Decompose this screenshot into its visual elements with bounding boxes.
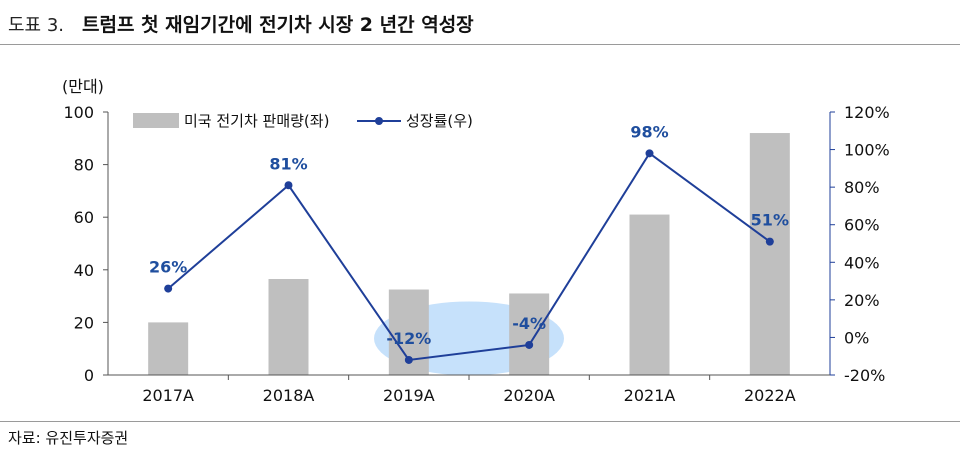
growth-label-2018A: 81% bbox=[269, 154, 307, 173]
growth-point-2017A bbox=[164, 284, 173, 293]
legend-line-label: 성장률(우) bbox=[406, 112, 473, 130]
top-divider bbox=[0, 44, 960, 45]
y-right-tick-label: 20% bbox=[844, 291, 880, 310]
y-left-unit-label: (만대) bbox=[62, 77, 104, 96]
x-tick-label-2019A: 2019A bbox=[383, 386, 435, 405]
growth-label-2021A: 98% bbox=[630, 122, 668, 141]
growth-point-2021A bbox=[645, 149, 654, 158]
bar-2021A bbox=[629, 214, 670, 375]
y-right-tick-label: 120% bbox=[844, 103, 890, 122]
y-left-tick-label: 40 bbox=[74, 261, 94, 280]
y-right-tick-label: 40% bbox=[844, 253, 880, 272]
x-tick-label-2017A: 2017A bbox=[142, 386, 194, 405]
growth-line bbox=[167, 151, 771, 362]
y-right-tick-label: 100% bbox=[844, 141, 890, 160]
y-left-tick-label: 20 bbox=[74, 313, 94, 332]
x-tick-label-2018A: 2018A bbox=[263, 386, 315, 405]
y-left-tick-label: 100 bbox=[63, 103, 94, 122]
growth-point-2022A bbox=[765, 237, 774, 246]
figure-header: 도표 3. 트럼프 첫 재임기간에 전기차 시장 2 년간 역성장 bbox=[8, 10, 474, 38]
growth-point-2020A bbox=[525, 340, 534, 349]
growth-point-2018A bbox=[284, 181, 293, 190]
source-note: 자료: 유진투자증권 bbox=[8, 429, 129, 447]
x-tick-label-2020A: 2020A bbox=[503, 386, 555, 405]
figure-label: 도표 3. bbox=[8, 15, 65, 36]
bar-2020A bbox=[509, 293, 550, 375]
growth-label-2022A: 51% bbox=[751, 211, 789, 230]
y-left-tick-label: 60 bbox=[74, 208, 94, 227]
y-right-tick-label: 80% bbox=[844, 178, 880, 197]
legend-line-marker bbox=[375, 117, 383, 125]
growth-point-2019A bbox=[404, 355, 413, 364]
growth-label-2017A: 26% bbox=[149, 258, 187, 277]
legend-bar-swatch bbox=[133, 113, 179, 128]
legend-bar-label: 미국 전기차 판매량(좌) bbox=[184, 112, 329, 130]
x-tick-label-2022A: 2022A bbox=[744, 386, 796, 405]
y-right-tick-label: 0% bbox=[844, 328, 869, 347]
y-left-tick-label: 0 bbox=[84, 366, 94, 385]
bottom-divider bbox=[0, 421, 960, 422]
y-right-tick-label: 60% bbox=[844, 216, 880, 235]
growth-label-2019A: -12% bbox=[386, 329, 431, 348]
growth-label-2020A: -4% bbox=[512, 314, 546, 333]
y-left-tick-label: 80 bbox=[74, 156, 94, 175]
y-right-tick-label: -20% bbox=[844, 366, 885, 385]
bar-2017A bbox=[148, 322, 189, 375]
page-title: 트럼프 첫 재임기간에 전기차 시장 2 년간 역성장 bbox=[82, 14, 474, 36]
bar-2018A bbox=[268, 279, 309, 375]
x-tick-label-2021A: 2021A bbox=[624, 386, 676, 405]
bar-2022A bbox=[749, 133, 790, 375]
